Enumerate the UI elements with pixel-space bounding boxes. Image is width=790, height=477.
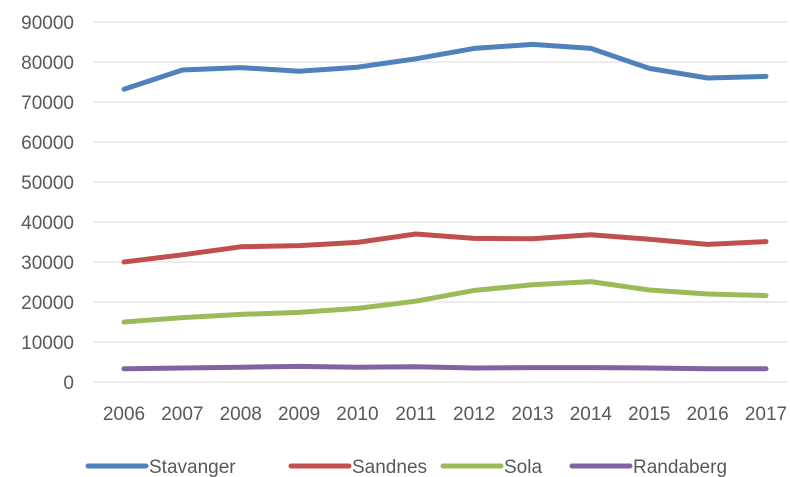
legend-item-stavanger: Stavanger	[85, 457, 236, 477]
legend-label: Randaberg	[633, 457, 727, 477]
x-tick-label: 2010	[336, 404, 378, 425]
y-tick-label: 40000	[21, 213, 74, 234]
x-tick-label: 2015	[628, 404, 670, 425]
x-tick-label: 2017	[745, 404, 787, 425]
series-lines	[121, 41, 769, 372]
legend-item-sola: Sola	[440, 457, 542, 477]
x-tick-label: 2012	[453, 404, 495, 425]
legend-label: Sandnes	[352, 457, 427, 477]
y-tick-label: 70000	[21, 93, 74, 114]
x-axis-ticks: 2006 2007 2008 2009 2010 2011 2012 2013 2014 2015…	[103, 404, 787, 425]
x-tick-label: 2011	[395, 404, 436, 425]
series-line-sandnes	[121, 231, 769, 265]
legend-label: Stavanger	[149, 457, 236, 477]
y-tick-label: 0	[63, 373, 74, 394]
series-line-randaberg	[121, 363, 769, 372]
legend-item-randaberg: Randaberg	[569, 457, 727, 477]
x-tick-label: 2009	[278, 404, 320, 425]
x-tick-label: 2008	[220, 404, 262, 425]
x-tick-label: 2014	[570, 404, 613, 425]
series-line-sola	[121, 279, 769, 325]
y-axis-ticks: 0 10000 20000 30000 40000 50000 60000 70000 8000…	[21, 13, 74, 394]
series-line-stavanger	[121, 41, 769, 92]
y-tick-label: 60000	[21, 133, 74, 154]
x-tick-label: 2006	[103, 404, 145, 425]
x-tick-label: 2013	[511, 404, 553, 425]
gridlines	[94, 21, 787, 383]
y-tick-label: 30000	[21, 253, 74, 274]
y-tick-label: 90000	[21, 13, 74, 34]
y-tick-label: 20000	[21, 293, 74, 314]
legend-label: Sola	[504, 457, 542, 477]
y-tick-label: 50000	[21, 173, 74, 194]
y-tick-label: 80000	[21, 53, 74, 74]
x-tick-label: 2007	[161, 404, 203, 425]
legend: Stavanger Sandnes Sola Randaberg	[85, 457, 727, 477]
x-tick-label: 2016	[686, 404, 728, 425]
legend-item-sandnes: Sandnes	[288, 457, 427, 477]
y-tick-label: 10000	[21, 333, 74, 354]
